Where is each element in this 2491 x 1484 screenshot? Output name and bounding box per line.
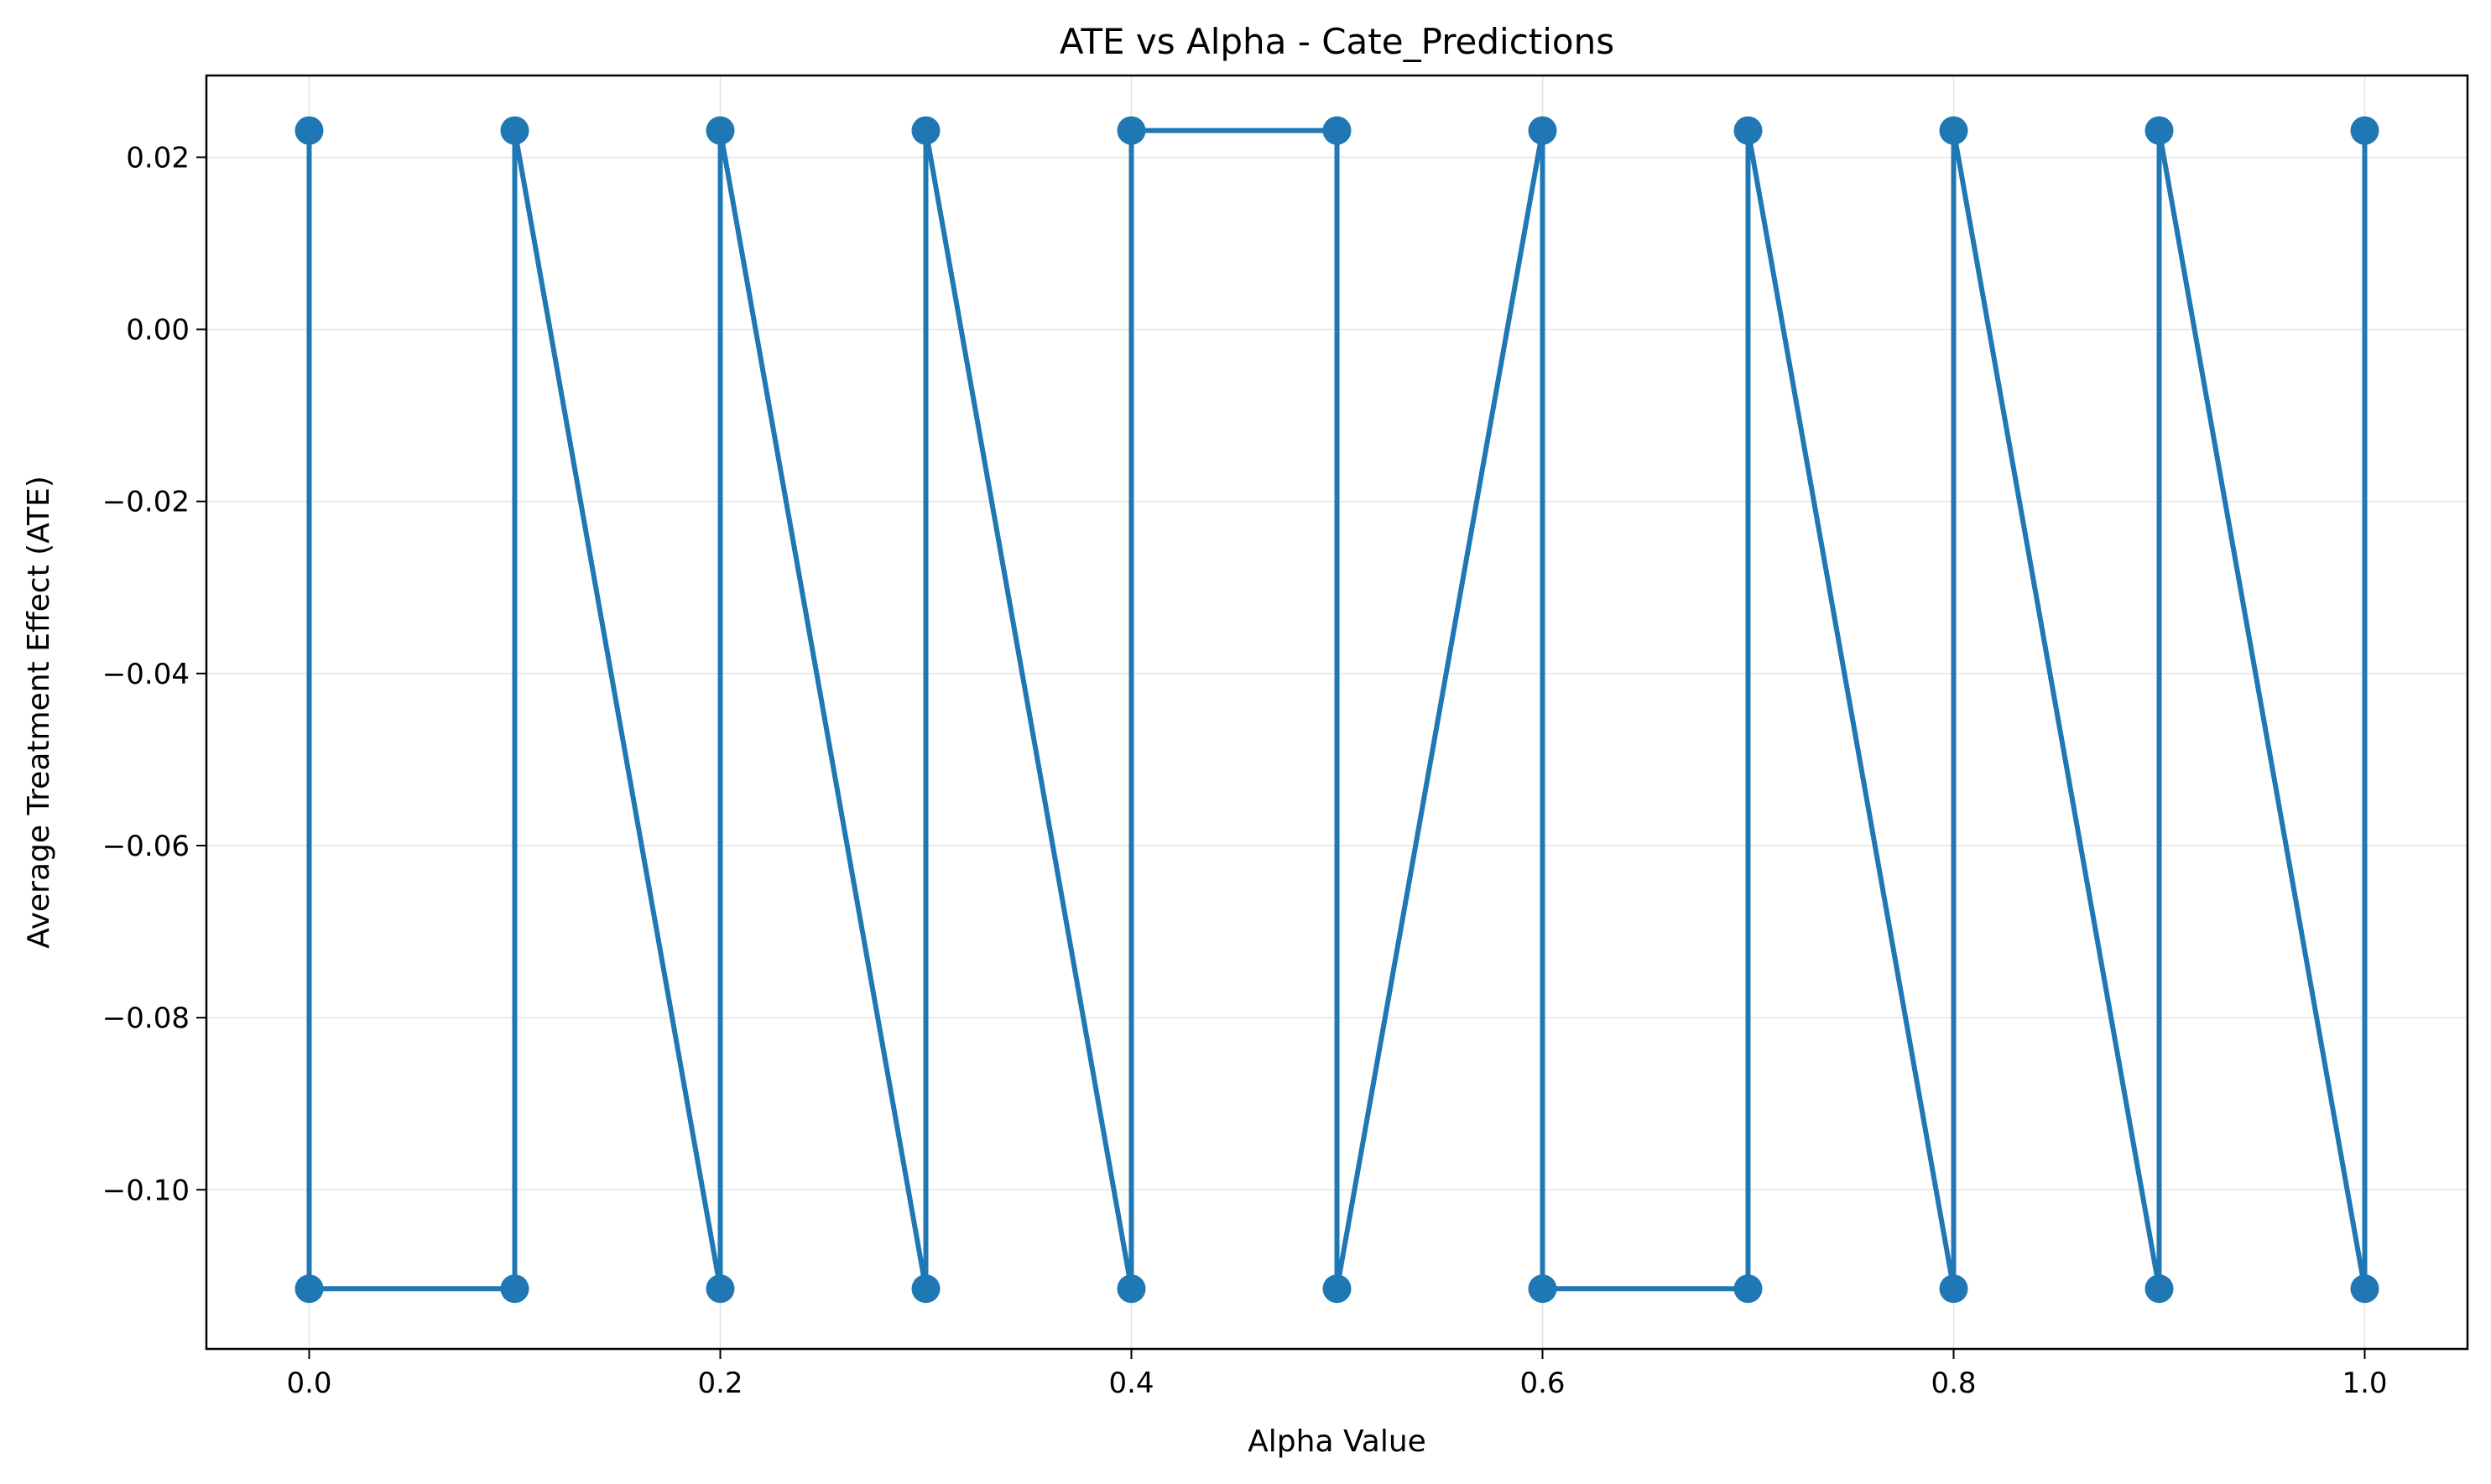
x-tick-label: 0.0 — [286, 1367, 331, 1400]
series-layer — [294, 116, 2379, 1304]
data-point — [294, 116, 324, 145]
y-tick-label: −0.04 — [102, 658, 190, 691]
chart-title: ATE vs Alpha - Cate_Predictions — [1060, 21, 1614, 62]
data-point — [1733, 116, 1763, 145]
x-tick-label: 0.4 — [1108, 1367, 1154, 1400]
y-tick-label: −0.06 — [102, 830, 190, 863]
series-line — [306, 128, 2368, 1292]
y-tick-label: 0.00 — [126, 314, 190, 347]
data-point — [911, 116, 941, 145]
data-point — [2144, 116, 2174, 145]
data-point — [2350, 116, 2379, 145]
data-point — [706, 116, 735, 145]
data-point — [1939, 1274, 1968, 1304]
x-tick-label: 0.8 — [1931, 1367, 1976, 1400]
x-tick-label: 0.6 — [1519, 1367, 1565, 1400]
data-point — [500, 1274, 529, 1304]
data-point — [1322, 1274, 1352, 1304]
y-tick-label: 0.02 — [126, 141, 190, 174]
y-axis-label: Average Treatment Effect (ATE) — [22, 476, 56, 949]
data-point — [1117, 1274, 1146, 1304]
data-point — [1528, 116, 1557, 145]
x-axis-label: Alpha Value — [1248, 1424, 1426, 1459]
y-tick-label: −0.08 — [102, 1002, 190, 1035]
data-point — [294, 1274, 324, 1304]
ticks-layer: 0.02 0.00 −0.02 −0.04 −0.06 −0.08 −0.10 0.0 0.2 0… — [102, 141, 2388, 1400]
data-point — [2144, 1274, 2174, 1304]
x-tick-label: 0.2 — [697, 1367, 743, 1400]
data-point — [1528, 1274, 1557, 1304]
data-point — [2350, 1274, 2379, 1304]
x-tick-label: 1.0 — [2342, 1367, 2387, 1400]
data-point — [1939, 116, 1968, 145]
data-point — [1117, 116, 1146, 145]
data-point — [500, 116, 529, 145]
data-point — [1733, 1274, 1763, 1304]
y-tick-label: −0.02 — [102, 486, 190, 519]
data-point — [911, 1274, 941, 1304]
data-point — [706, 1274, 735, 1304]
axes-frame — [205, 74, 2469, 1351]
data-point — [1322, 116, 1352, 145]
y-tick-label: −0.10 — [102, 1174, 190, 1207]
